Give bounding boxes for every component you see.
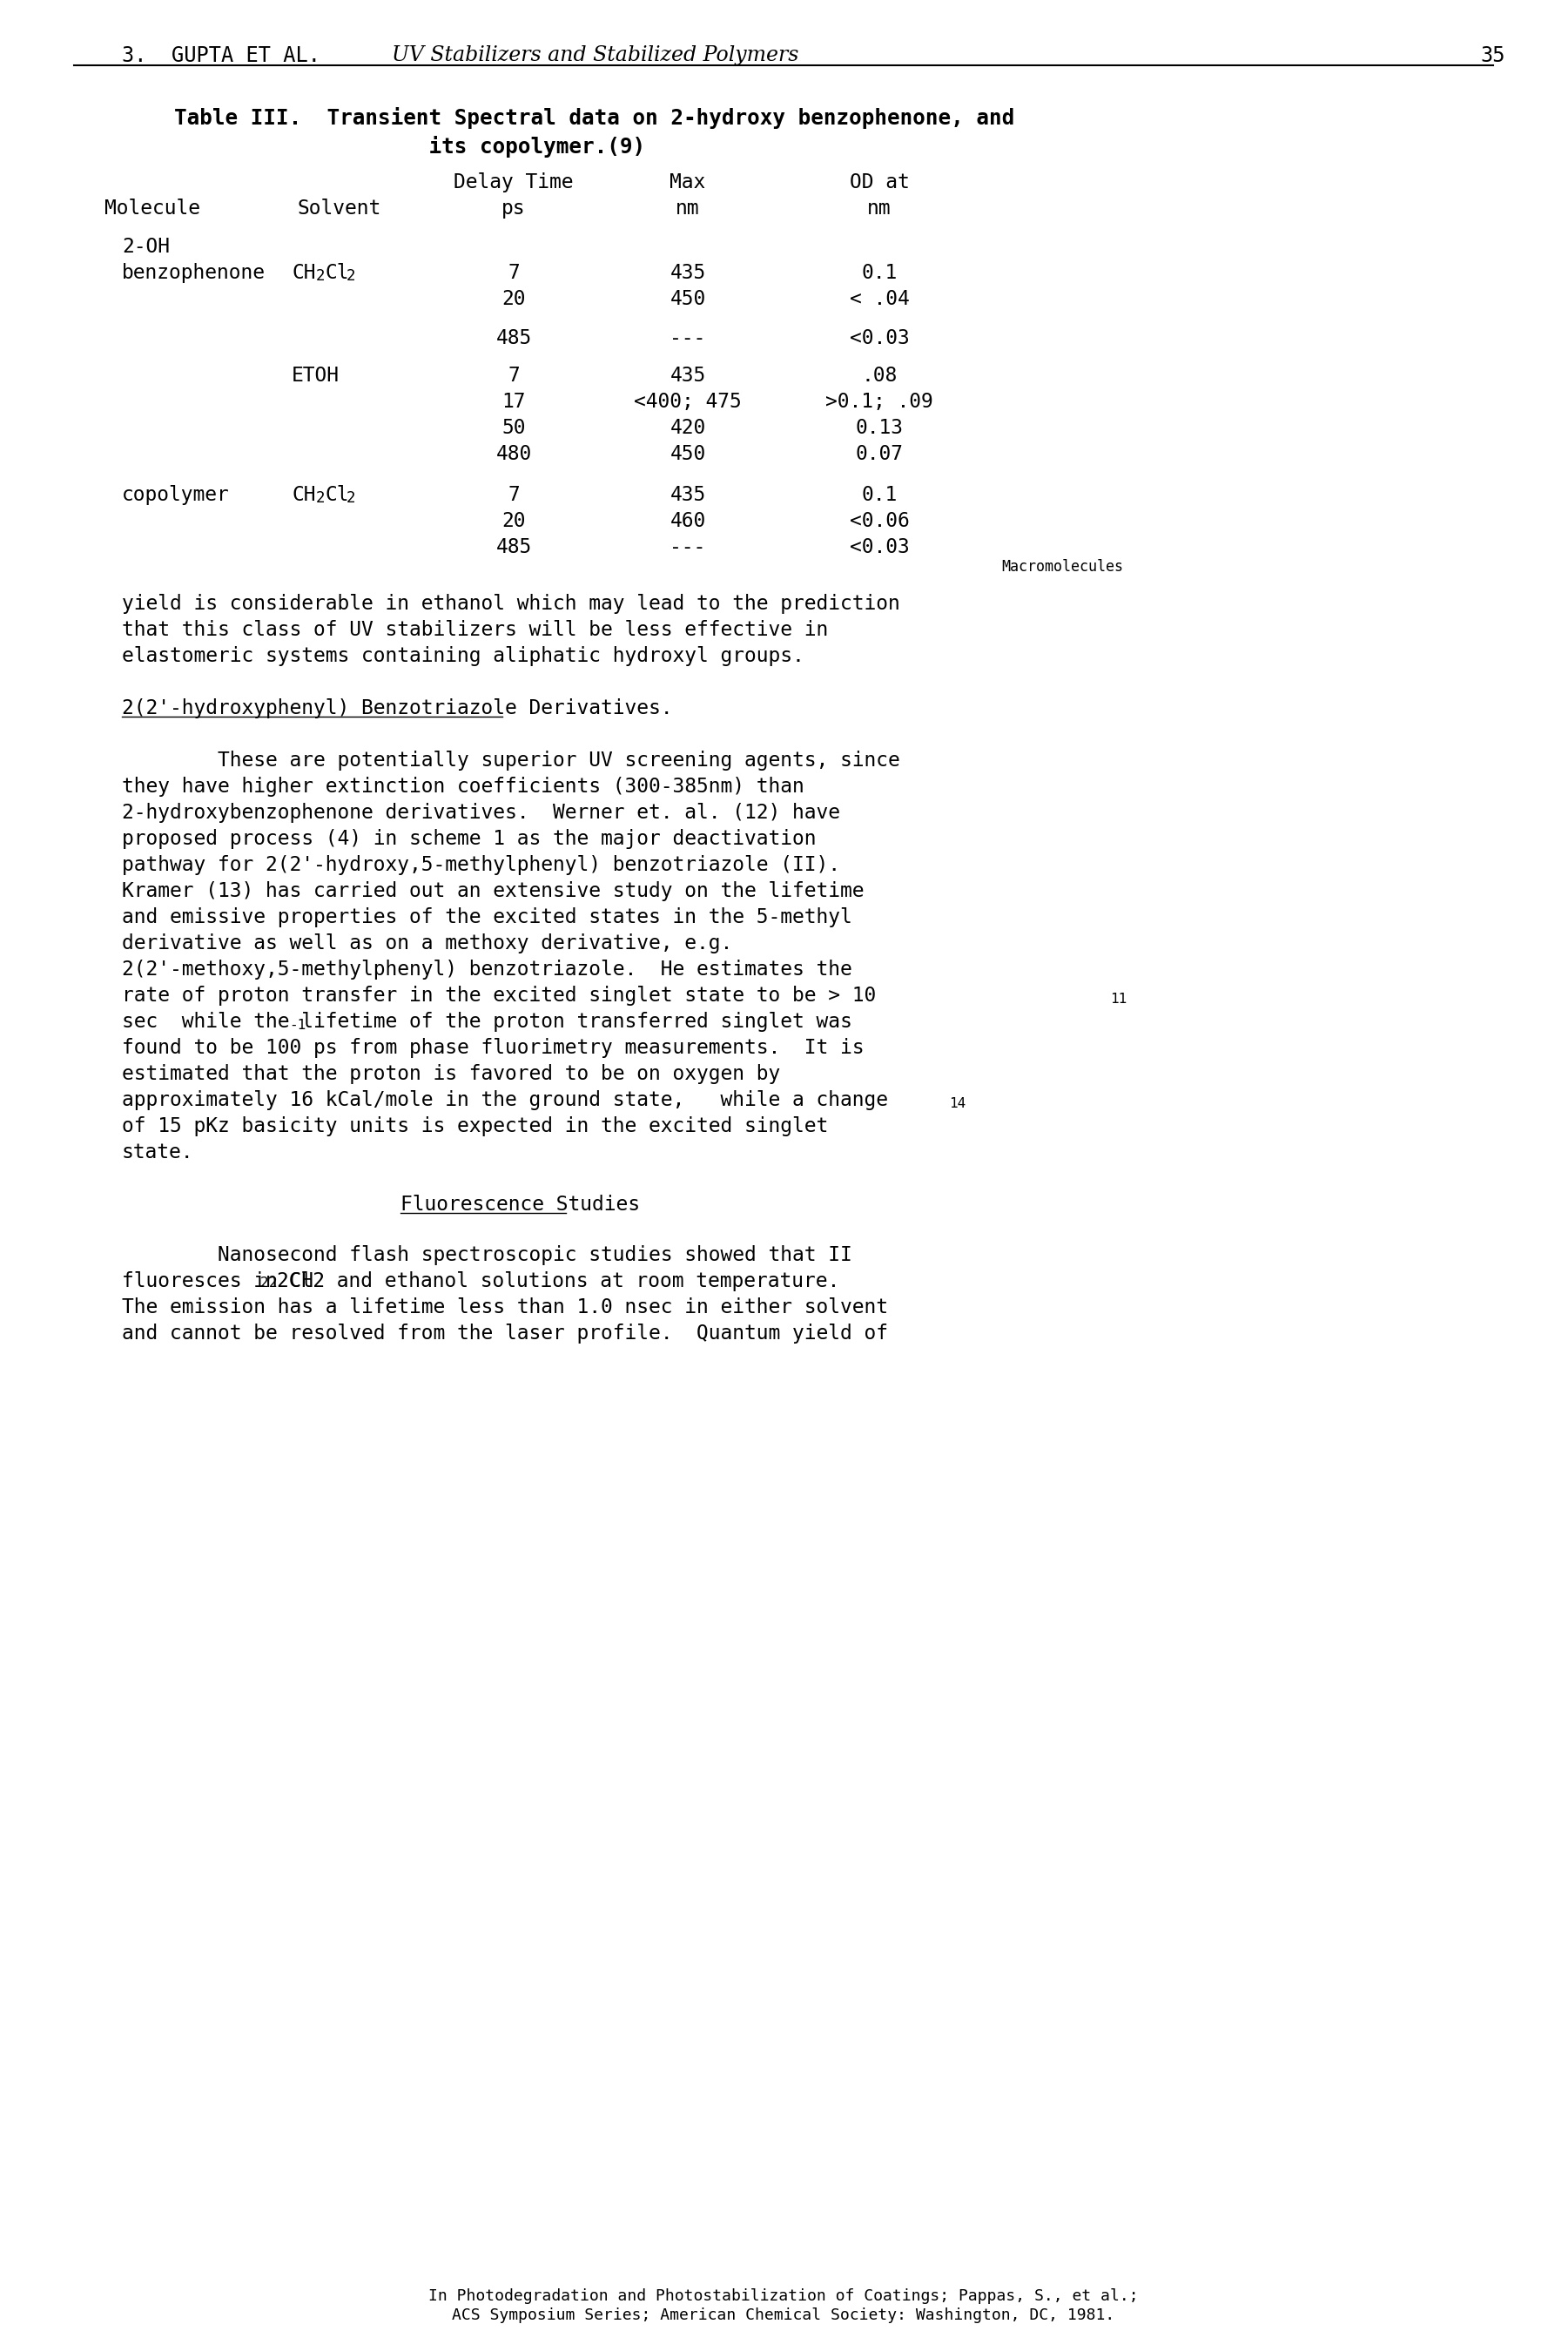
Text: ps: ps (502, 197, 525, 219)
Text: UV Stabilizers and Stabilized Polymers: UV Stabilizers and Stabilized Polymers (392, 45, 798, 66)
Text: fluoresces in CH: fluoresces in CH (122, 1272, 314, 1291)
Text: Table III.  Transient Spectral data on 2-hydroxy benzophenone, and: Table III. Transient Spectral data on 2-… (174, 108, 1014, 129)
Text: 2: 2 (260, 1277, 268, 1291)
Text: copolymer: copolymer (122, 484, 229, 505)
Text: <0.03: <0.03 (850, 538, 909, 557)
Text: 435: 435 (670, 263, 706, 282)
Text: <400; 475: <400; 475 (633, 393, 742, 411)
Text: 17: 17 (502, 393, 525, 411)
Text: <0.06: <0.06 (850, 510, 909, 531)
Text: 2: 2 (347, 268, 356, 284)
Text: approximately 16 kCal/mole in the ground state,   while a change: approximately 16 kCal/mole in the ground… (122, 1091, 887, 1110)
Text: ACS Symposium Series; American Chemical Society: Washington, DC, 1981.: ACS Symposium Series; American Chemical … (452, 2306, 1115, 2323)
Text: its copolymer.(9): its copolymer.(9) (174, 136, 646, 158)
Text: 14: 14 (949, 1098, 966, 1110)
Text: pathway for 2(2'-hydroxy,5-methylphenyl) benzotriazole (II).: pathway for 2(2'-hydroxy,5-methylphenyl)… (122, 856, 840, 875)
Text: ---: --- (670, 329, 706, 348)
Text: nm: nm (867, 197, 891, 219)
Text: 0.13: 0.13 (856, 418, 903, 437)
Text: Molecule: Molecule (105, 197, 201, 219)
Text: CH: CH (292, 263, 315, 282)
Text: The emission has a lifetime less than 1.0 nsec in either solvent: The emission has a lifetime less than 1.… (122, 1298, 887, 1317)
Text: derivative as well as on a methoxy derivative, e.g.: derivative as well as on a methoxy deriv… (122, 933, 732, 955)
Text: and emissive properties of the excited states in the 5-methyl: and emissive properties of the excited s… (122, 907, 851, 926)
Text: >0.1; .09: >0.1; .09 (825, 393, 933, 411)
Text: that this class of UV stabilizers will be less effective in: that this class of UV stabilizers will b… (122, 621, 828, 639)
Text: In Photodegradation and Photostabilization of Coatings; Pappas, S., et al.;: In Photodegradation and Photostabilizati… (428, 2288, 1138, 2304)
Text: 3.  GUPTA ET AL.: 3. GUPTA ET AL. (122, 45, 320, 66)
Text: 2(2'-hydroxyphenyl) Benzotriazole Derivatives.: 2(2'-hydroxyphenyl) Benzotriazole Deriva… (122, 698, 673, 719)
Text: 2Cl2 and ethanol solutions at room temperature.: 2Cl2 and ethanol solutions at room tempe… (278, 1272, 840, 1291)
Text: 2: 2 (268, 1277, 278, 1291)
Text: estimated that the proton is favored to be on oxygen by: estimated that the proton is favored to … (122, 1065, 781, 1084)
Text: state.: state. (122, 1143, 194, 1161)
Text: 35: 35 (1480, 45, 1505, 66)
Text: and cannot be resolved from the laser profile.  Quantum yield of: and cannot be resolved from the laser pr… (122, 1324, 887, 1342)
Text: These are potentially superior UV screening agents, since: These are potentially superior UV screen… (122, 750, 900, 771)
Text: 7: 7 (508, 263, 519, 282)
Text: Kramer (13) has carried out an extensive study on the lifetime: Kramer (13) has carried out an extensive… (122, 882, 864, 900)
Text: 450: 450 (670, 289, 706, 308)
Text: 2-hydroxybenzophenone derivatives.  Werner et. al. (12) have: 2-hydroxybenzophenone derivatives. Werne… (122, 802, 840, 823)
Text: ---: --- (670, 538, 706, 557)
Text: 2: 2 (317, 491, 325, 505)
Text: 0.1: 0.1 (861, 263, 897, 282)
Text: 20: 20 (502, 510, 525, 531)
Text: 485: 485 (495, 329, 532, 348)
Text: 7: 7 (508, 367, 519, 386)
Text: <0.03: <0.03 (850, 329, 909, 348)
Text: 11: 11 (1110, 992, 1127, 1006)
Text: CH: CH (292, 484, 315, 505)
Text: Fluorescence Studies: Fluorescence Studies (400, 1194, 640, 1215)
Text: 435: 435 (670, 367, 706, 386)
Text: 50: 50 (502, 418, 525, 437)
Text: 480: 480 (495, 444, 532, 463)
Text: Nanosecond flash spectroscopic studies showed that II: Nanosecond flash spectroscopic studies s… (122, 1246, 851, 1265)
Text: OD at: OD at (850, 172, 909, 193)
Text: 485: 485 (495, 538, 532, 557)
Text: they have higher extinction coefficients (300-385nm) than: they have higher extinction coefficients… (122, 776, 804, 797)
Text: Cl: Cl (325, 263, 348, 282)
Text: 2(2'-methoxy,5-methylphenyl) benzotriazole.  He estimates the: 2(2'-methoxy,5-methylphenyl) benzotriazo… (122, 959, 851, 980)
Text: sec  while the lifetime of the proton transferred singlet was: sec while the lifetime of the proton tra… (122, 1011, 851, 1032)
Text: Cl: Cl (325, 484, 348, 505)
Text: found to be 100 ps from phase fluorimetry measurements.  It is: found to be 100 ps from phase fluorimetr… (122, 1037, 864, 1058)
Text: Delay Time: Delay Time (453, 172, 574, 193)
Text: Solvent: Solvent (298, 197, 381, 219)
Text: 2: 2 (347, 491, 356, 505)
Text: 7: 7 (508, 484, 519, 505)
Text: rate of proton transfer in the excited singlet state to be > 10: rate of proton transfer in the excited s… (122, 985, 877, 1006)
Text: elastomeric systems containing aliphatic hydroxyl groups.: elastomeric systems containing aliphatic… (122, 647, 804, 665)
Text: yield is considerable in ethanol which may lead to the prediction: yield is considerable in ethanol which m… (122, 595, 900, 614)
Text: benzophenone: benzophenone (122, 263, 265, 282)
Text: 0.07: 0.07 (856, 444, 903, 463)
Text: Macromolecules: Macromolecules (1002, 560, 1123, 574)
Text: 2-OH: 2-OH (122, 237, 169, 256)
Text: ETOH: ETOH (292, 367, 340, 386)
Text: nm: nm (676, 197, 699, 219)
Text: 420: 420 (670, 418, 706, 437)
Text: .08: .08 (861, 367, 897, 386)
Text: 450: 450 (670, 444, 706, 463)
Text: proposed process (4) in scheme 1 as the major deactivation: proposed process (4) in scheme 1 as the … (122, 830, 817, 849)
Text: < .04: < .04 (850, 289, 909, 308)
Text: Max: Max (670, 172, 706, 193)
Text: 20: 20 (502, 289, 525, 308)
Text: 2: 2 (317, 268, 325, 284)
Text: of 15 pKz basicity units is expected in the excited singlet: of 15 pKz basicity units is expected in … (122, 1117, 828, 1136)
Text: -1: -1 (289, 1018, 306, 1032)
Text: 0.1: 0.1 (861, 484, 897, 505)
Text: 435: 435 (670, 484, 706, 505)
Text: 460: 460 (670, 510, 706, 531)
